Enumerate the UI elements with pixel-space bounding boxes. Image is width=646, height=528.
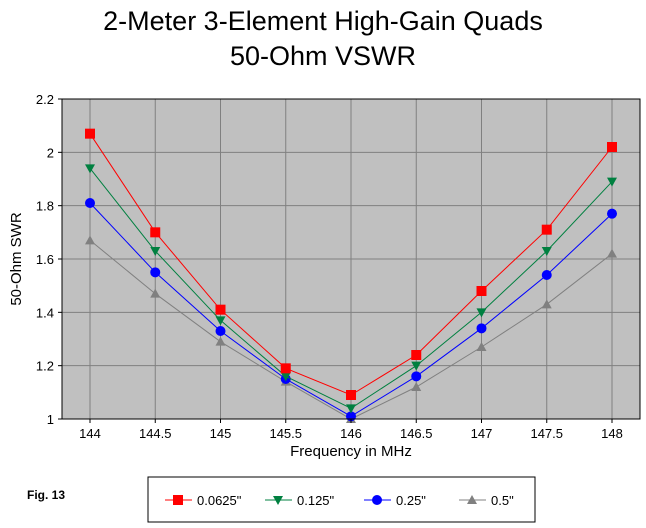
series-group [85,164,617,414]
data-point [346,390,356,400]
data-point [85,128,95,139]
legend-label: 0.125" [297,493,335,508]
data-point [150,288,161,298]
data-point [607,208,617,219]
data-point [541,270,552,280]
x-tick-label: 145 [210,426,232,441]
data-point [150,227,161,238]
data-point [411,382,422,391]
chart-title-line1: 2-Meter 3-Element High-Gain Quads [103,6,543,36]
data-point [215,326,226,336]
y-tick-label: 1.6 [36,252,54,267]
x-tick-label: 146 [340,426,362,441]
data-point [476,342,487,351]
data-point [280,363,291,374]
data-point [150,247,161,256]
data-point [411,350,422,360]
legend-label: 0.0625" [197,493,242,508]
data-point [607,248,617,258]
chart-title-line2: 50-Ohm VSWR [230,41,416,71]
legend-label: 0.5" [491,493,514,508]
legend-marker [372,495,382,505]
data-point [476,323,487,334]
data-point [607,142,617,152]
y-tick-label: 1.4 [36,305,54,320]
x-axis-label: Frequency in MHz [290,443,412,460]
x-tick-label: 147.5 [530,426,563,441]
x-tick-label: 147 [471,426,493,441]
y-axis-label: 50-Ohm SWR [8,212,25,306]
data-point [607,177,617,187]
data-point [541,247,552,256]
data-point [280,372,291,382]
y-tick-label: 2.2 [36,92,54,107]
legend-marker [173,495,183,505]
legend-marker [467,495,477,504]
data-point [150,267,161,278]
data-point [85,235,95,245]
data-point [476,308,487,318]
data-point [346,404,356,414]
data-point [541,224,552,235]
data-point [215,316,226,326]
y-tick-label: 1.2 [36,359,54,374]
x-tick-label: 144 [79,426,101,441]
data-point [476,286,487,296]
y-tick-label: 1.8 [36,199,54,214]
legend-label: 0.25" [396,493,426,508]
x-tick-label: 148 [601,426,623,441]
x-tick-label: 145.5 [269,426,302,441]
y-tick-label: 1 [47,412,54,427]
figure-label: Fig. 13 [27,488,65,502]
data-point [541,299,552,309]
x-tick-label: 144.5 [139,426,172,441]
series-group [85,128,617,400]
x-axis-ticks: 144 144.5 145 145.5 146 146.5 147 147.5 148 [79,419,623,441]
data-point [215,304,226,315]
legend: 0.0625" 0.125" 0.25" 0.5" [165,493,514,508]
data-point [411,371,422,382]
data-point [215,336,226,346]
legend-marker [273,496,283,505]
y-axis-ticks: 1 1.2 1.4 1.6 1.8 2 2.2 [36,92,62,427]
data-point [85,164,95,174]
data-point [411,361,422,371]
data-point [85,198,95,208]
x-tick-label: 146.5 [400,426,433,441]
y-tick-label: 2 [47,145,54,160]
